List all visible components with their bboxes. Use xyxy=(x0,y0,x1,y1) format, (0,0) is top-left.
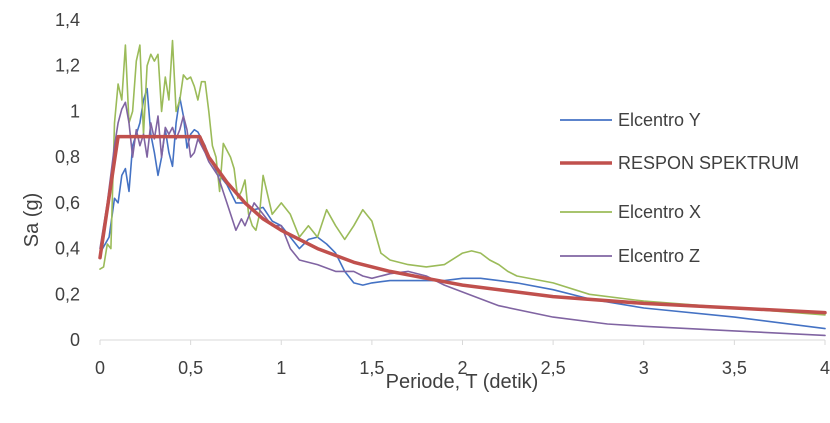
x-tick-label: 3,5 xyxy=(722,358,747,378)
y-tick-label: 1,2 xyxy=(55,56,80,76)
x-tick-label: 0,5 xyxy=(178,358,203,378)
y-tick-label: 1 xyxy=(70,101,80,121)
y-tick-label: 0,4 xyxy=(55,239,80,259)
legend-label: Elcentro Z xyxy=(618,246,700,266)
y-tick-label: 0,2 xyxy=(55,284,80,304)
x-tick-label: 2 xyxy=(457,358,467,378)
series-layer xyxy=(98,39,827,337)
y-tick-labels: 0 0,2 0,4 0,6 0,8 1 1,2 1,4 xyxy=(55,10,80,350)
legend-label: Elcentro Y xyxy=(618,110,701,130)
y-tick-label: 0,6 xyxy=(55,193,80,213)
x-tick-label: 3 xyxy=(639,358,649,378)
series-line-elcentro-z xyxy=(99,101,826,337)
y-tick-label: 1,4 xyxy=(55,10,80,30)
x-tick-label: 2,5 xyxy=(541,358,566,378)
legend: Elcentro Y RESPON SPEKTRUM Elcentro X Elcen… xyxy=(560,110,799,266)
legend-label: RESPON SPEKTRUM xyxy=(618,153,799,173)
x-tick-label: 4 xyxy=(820,358,830,378)
series-line-respon-spektrum xyxy=(98,134,827,315)
y-axis-label: Sa (g) xyxy=(21,193,43,247)
y-tick-label: 0,8 xyxy=(55,147,80,167)
legend-label: Elcentro X xyxy=(618,202,701,222)
x-tick-label: 1 xyxy=(276,358,286,378)
x-tick-label: 1,5 xyxy=(359,358,384,378)
x-tick-labels: 0 0,5 1 1,5 2 2,5 3 3,5 4 xyxy=(95,340,830,378)
x-tick-label: 0 xyxy=(95,358,105,378)
series-line-elcentro-x xyxy=(99,39,826,316)
y-tick-label: 0 xyxy=(70,330,80,350)
x-axis-label: Periode, T (detik) xyxy=(386,371,539,393)
